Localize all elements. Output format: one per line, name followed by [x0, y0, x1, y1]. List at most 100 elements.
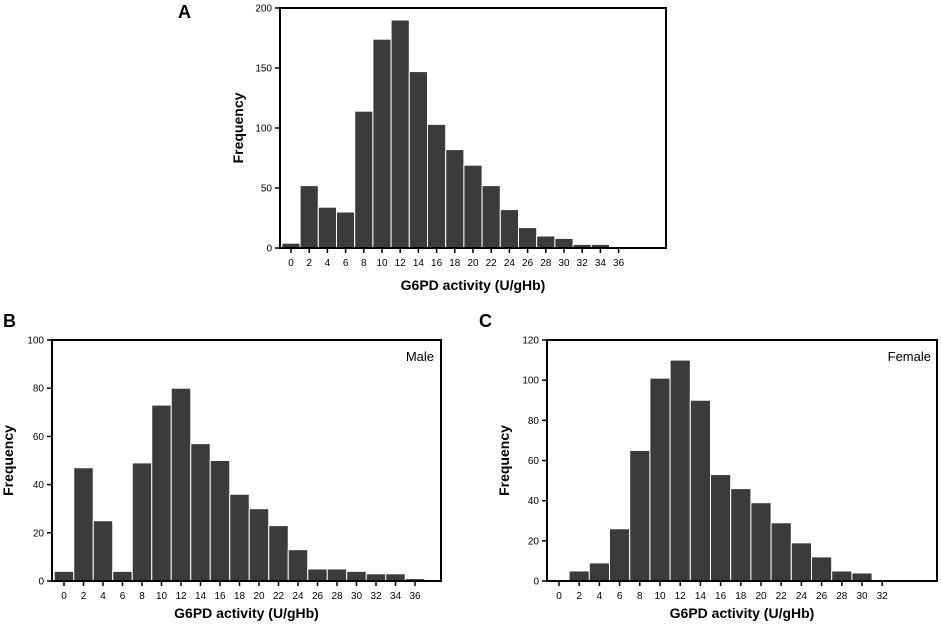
bar-c-18: [730, 488, 752, 582]
x-tick-label-b-8: 8: [139, 591, 145, 602]
bar-a-30: [554, 237, 574, 249]
x-tick-label-b-2: 2: [81, 591, 87, 602]
x-tick-label-c-14: 14: [695, 591, 707, 602]
bar-b-10: [151, 404, 172, 582]
annotation-b: Male: [406, 349, 434, 364]
bar-a-28: [536, 235, 556, 249]
x-tick-label-b-16: 16: [214, 591, 226, 602]
x-tick-label-b-0: 0: [61, 591, 67, 602]
bar-b-26: [307, 568, 328, 582]
x-tick-label-a-8: 8: [361, 258, 367, 269]
x-tick-label-b-6: 6: [120, 591, 126, 602]
y-tick-label-b-80: 80: [33, 384, 45, 395]
x-tick-label-a-18: 18: [449, 258, 461, 269]
bar-c-28: [831, 570, 853, 582]
x-tick-label-c-16: 16: [715, 591, 727, 602]
bar-c-12: [669, 359, 691, 582]
x-tick-label-c-10: 10: [654, 591, 666, 602]
x-tick-label-a-16: 16: [431, 258, 443, 269]
x-tick-label-c-20: 20: [755, 591, 767, 602]
bar-b-30: [346, 570, 367, 582]
x-tick-label-a-34: 34: [595, 258, 607, 269]
bar-b-24: [287, 549, 309, 582]
bar-b-18: [229, 493, 250, 582]
bar-c-22: [770, 522, 792, 582]
bar-b-4: [92, 520, 114, 582]
x-axis-label-b: G6PD activity (U/gHb): [174, 605, 319, 621]
x-tick-label-b-12: 12: [175, 591, 187, 602]
x-tick-label-b-20: 20: [253, 591, 265, 602]
x-tick-label-a-4: 4: [325, 258, 331, 269]
bar-a-4: [317, 206, 337, 249]
y-tick-label-c-100: 100: [522, 376, 539, 387]
y-tick-label-b-40: 40: [33, 480, 45, 491]
bar-a-16: [427, 123, 447, 249]
x-tick-label-b-30: 30: [351, 591, 363, 602]
x-tick-label-c-4: 4: [597, 591, 603, 602]
x-tick-label-c-6: 6: [617, 591, 623, 602]
y-tick-label-b-20: 20: [33, 528, 45, 539]
x-tick-label-c-28: 28: [836, 591, 848, 602]
y-axis-label-b: Frequency: [0, 425, 16, 496]
x-tick-label-a-22: 22: [486, 258, 498, 269]
y-tick-label-c-120: 120: [522, 336, 539, 347]
bar-a-10: [372, 38, 392, 249]
bar-b-22: [268, 525, 289, 582]
x-tick-label-c-22: 22: [776, 591, 788, 602]
x-tick-label-a-0: 0: [288, 258, 294, 269]
bar-c-2: [568, 570, 590, 582]
y-tick-label-c-60: 60: [528, 456, 540, 467]
x-tick-label-a-10: 10: [376, 258, 388, 269]
x-axis-label-c: G6PD activity (U/gHb): [670, 605, 815, 621]
x-tick-label-b-28: 28: [331, 591, 343, 602]
bar-c-16: [710, 474, 732, 582]
x-tick-label-b-22: 22: [273, 591, 285, 602]
x-tick-label-c-0: 0: [556, 591, 562, 602]
x-tick-label-a-14: 14: [413, 258, 425, 269]
panel-letter-a: A: [178, 2, 191, 22]
x-tick-label-b-18: 18: [234, 591, 246, 602]
x-tick-label-c-18: 18: [735, 591, 747, 602]
bar-b-32: [365, 573, 387, 582]
bar-a-14: [408, 71, 428, 249]
x-tick-label-a-6: 6: [343, 258, 349, 269]
x-tick-label-a-36: 36: [613, 258, 625, 269]
x-tick-label-a-2: 2: [306, 258, 312, 269]
bar-a-8: [354, 110, 374, 249]
bar-a-2: [299, 185, 319, 249]
y-tick-label-a-50: 50: [261, 184, 273, 195]
bar-b-16: [209, 460, 231, 582]
x-tick-label-b-32: 32: [370, 591, 382, 602]
panel-letter-c: C: [479, 311, 492, 331]
y-tick-label-a-150: 150: [255, 64, 272, 75]
x-tick-label-b-34: 34: [390, 591, 402, 602]
bar-b-12: [170, 387, 192, 582]
x-tick-label-c-26: 26: [816, 591, 828, 602]
plot-frame-b: [51, 339, 442, 582]
y-axis-label-c: Frequency: [496, 425, 512, 496]
y-tick-label-c-0: 0: [533, 577, 539, 588]
bar-c-4: [588, 562, 610, 582]
x-axis-label-a: G6PD activity (U/gHb): [401, 277, 546, 293]
x-tick-label-b-4: 4: [100, 591, 106, 602]
x-tick-label-a-24: 24: [504, 258, 516, 269]
y-tick-label-c-20: 20: [528, 536, 540, 547]
annotation-c: Female: [888, 349, 931, 364]
y-tick-label-a-0: 0: [266, 244, 272, 255]
y-tick-label-b-60: 60: [33, 432, 45, 443]
bar-a-24: [499, 209, 519, 249]
bar-a-26: [518, 227, 538, 249]
bar-a-18: [445, 149, 465, 249]
bar-c-8: [629, 449, 651, 582]
x-tick-label-c-12: 12: [675, 591, 687, 602]
bar-c-14: [689, 399, 711, 582]
x-tick-label-b-36: 36: [409, 591, 421, 602]
bar-a-22: [481, 185, 501, 249]
x-tick-label-b-14: 14: [195, 591, 207, 602]
x-tick-label-b-24: 24: [292, 591, 304, 602]
bar-b-14: [190, 443, 211, 582]
y-tick-label-a-100: 100: [255, 124, 272, 135]
